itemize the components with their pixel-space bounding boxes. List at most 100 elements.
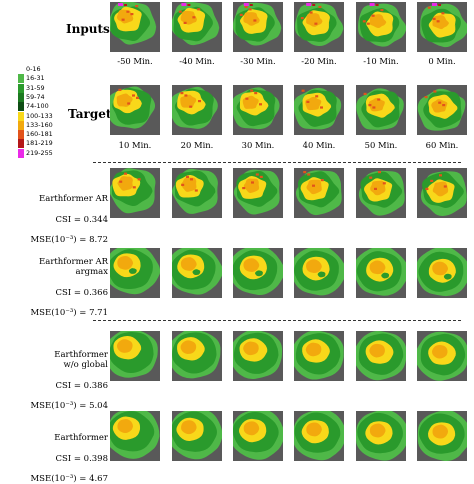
radar-frame [233, 248, 283, 298]
intense-cell [306, 100, 310, 103]
target-time-label: 40 Min. [302, 140, 336, 150]
radar-frame [110, 248, 160, 298]
intense-cell [255, 173, 259, 176]
extreme-cell [249, 4, 253, 6]
legend-label: 160-181 [26, 130, 53, 139]
intense-cell [137, 178, 141, 181]
method-label-no-global: Earthformer w/o global CSI = 0.386 MSE(1… [0, 340, 108, 411]
radar-background [271, 367, 283, 381]
echo-region-intense [305, 342, 322, 357]
intense-cell [443, 185, 447, 188]
radar-frame [294, 85, 344, 135]
radar-frame [417, 2, 467, 52]
intense-cell [320, 179, 324, 182]
intense-cell [307, 173, 311, 176]
legend-entry: 100-133 [18, 111, 88, 121]
method-name: Earthformer w/o global [54, 350, 108, 371]
inputs-title: Inputs [66, 22, 110, 36]
method-label-earthformer: Earthformer CSI = 0.398 MSE(10⁻³) = 4.67 [0, 423, 108, 484]
echo-region-intense [432, 261, 449, 276]
intense-cell [312, 184, 315, 187]
intense-cell [320, 106, 323, 109]
radar-background [210, 447, 222, 461]
intense-cell [198, 100, 201, 103]
intense-cell [374, 187, 377, 190]
section-divider [93, 320, 461, 321]
echo-region-intense [117, 255, 134, 270]
extreme-cell [187, 4, 191, 6]
intense-cell [181, 183, 185, 186]
legend-swatch [18, 74, 24, 84]
echo-region-mid [443, 273, 452, 280]
intense-cell [436, 20, 440, 23]
intense-cell [442, 104, 446, 107]
radar-background [148, 447, 160, 461]
legend-label: 31-59 [26, 83, 45, 92]
intense-cell [303, 171, 307, 174]
echo-region-mid [192, 269, 201, 276]
echo-region-intense [306, 259, 323, 274]
method-name: Earthformer [54, 433, 108, 444]
intense-cell [186, 175, 189, 178]
radar-frame [110, 2, 160, 52]
intense-cell [382, 182, 386, 185]
legend-entry: 133-160 [18, 120, 88, 130]
extreme-cell [124, 4, 127, 6]
intense-cell [380, 9, 384, 12]
radar-background [394, 204, 406, 218]
radar-background [394, 121, 406, 135]
legend-entry: 31-59 [18, 83, 88, 93]
echo-region-intense [370, 180, 386, 196]
radar-frame [417, 168, 467, 218]
echo-region-intense [180, 257, 197, 271]
radar-background [148, 204, 160, 218]
echo-region-mid [381, 272, 389, 279]
radar-background [455, 367, 467, 381]
extreme-cell [375, 4, 379, 6]
legend-entry: 0-16 [18, 65, 88, 74]
intense-cell [430, 179, 434, 182]
method-label-ar: Earthformer AR CSI = 0.344 MSE(10⁻³) = 8… [0, 184, 108, 245]
radar-frame [417, 85, 467, 135]
intense-cell [132, 186, 136, 189]
radar-background [210, 284, 222, 298]
legend-swatch [18, 130, 24, 140]
legend-entry: 59-74 [18, 92, 88, 102]
extreme-cell [432, 3, 437, 6]
intense-cell [250, 89, 254, 92]
echo-region-intense [116, 339, 133, 353]
radar-background [271, 447, 283, 461]
method-csi: CSI = 0.386 [55, 380, 108, 391]
radar-background [394, 447, 406, 461]
intense-cell [184, 94, 188, 97]
radar-frame [356, 85, 406, 135]
legend-entry: 181-219 [18, 139, 88, 149]
target-time-label: 60 Min. [425, 140, 459, 150]
input-time-label: -20 Min. [301, 56, 337, 66]
radar-frame [233, 331, 283, 381]
intense-cell [372, 106, 376, 109]
radar-background [210, 121, 222, 135]
radar-background [210, 38, 222, 52]
echo-region-intense [243, 12, 260, 26]
input-time-label: -40 Min. [179, 56, 215, 66]
legend-label: 219-255 [26, 148, 53, 157]
echo-region-intense [432, 424, 449, 439]
intense-cell [248, 8, 252, 11]
radar-frame [172, 248, 222, 298]
intense-cell [180, 92, 184, 95]
echo-region-intense [243, 421, 260, 436]
legend-label: 74-100 [26, 102, 49, 111]
intense-cell [254, 92, 258, 95]
radar-frame [172, 168, 222, 218]
echo-region-intense [431, 99, 448, 113]
intense-cell [194, 189, 198, 192]
echo-region-intense [116, 9, 134, 24]
legend-swatch [18, 139, 24, 149]
input-time-label: 0 Min. [428, 56, 456, 66]
intense-cell [378, 171, 381, 174]
radar-background [455, 447, 467, 461]
method-mse: MSE(10⁻³) = 8.72 [30, 235, 108, 246]
radar-frame [172, 2, 222, 52]
radar-frame [294, 331, 344, 381]
